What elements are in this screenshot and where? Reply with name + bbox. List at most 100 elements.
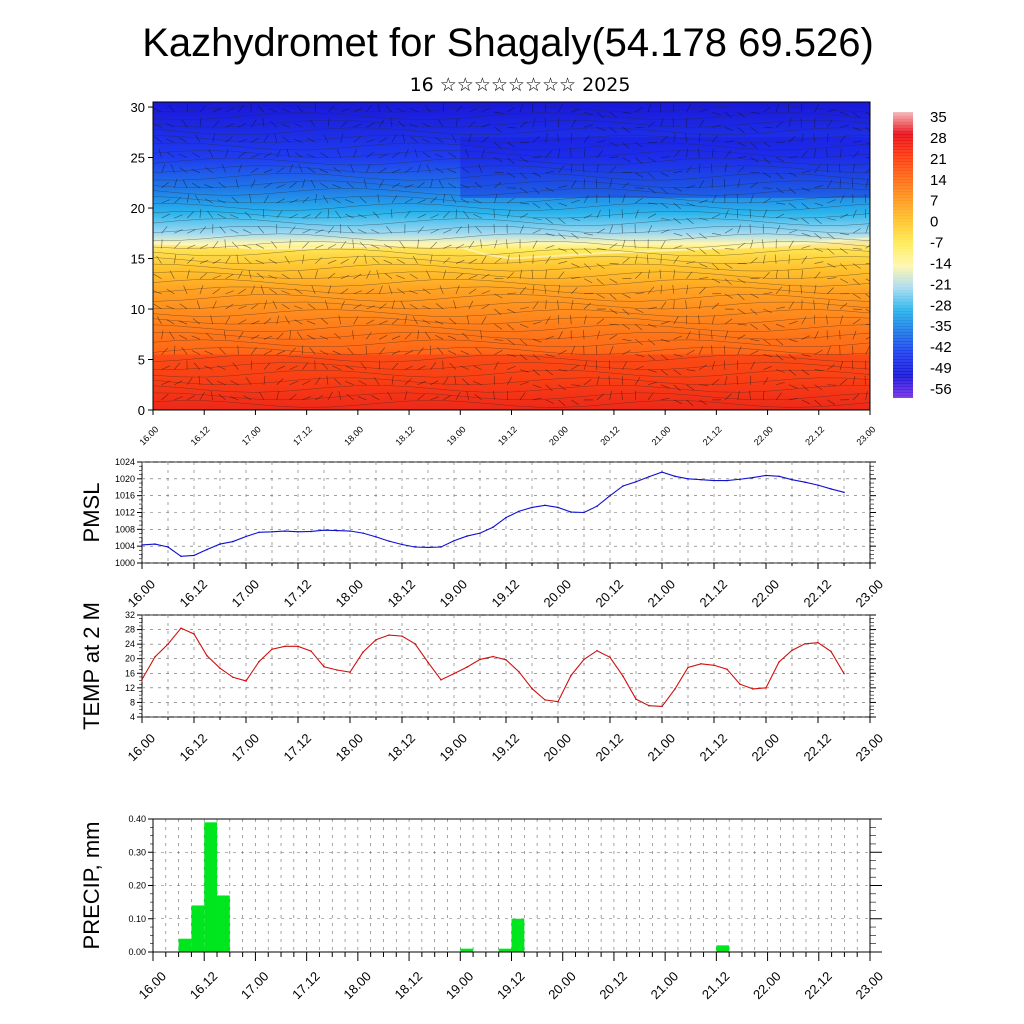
wind-barb bbox=[673, 232, 683, 237]
wind-barb bbox=[378, 179, 384, 188]
wind-barb bbox=[370, 244, 380, 249]
wind-barb bbox=[481, 107, 490, 113]
wind-barb bbox=[314, 269, 318, 279]
wind-barb bbox=[596, 293, 605, 299]
temp-point bbox=[648, 704, 650, 707]
x-tick-label: 16.12 bbox=[189, 424, 212, 447]
wind-barb bbox=[468, 258, 477, 264]
contour-line bbox=[153, 180, 870, 189]
pmsl-point bbox=[726, 479, 728, 482]
wind-barb bbox=[353, 303, 362, 310]
wind-barb bbox=[673, 399, 682, 404]
wind-barb bbox=[263, 300, 268, 310]
wind-barb bbox=[468, 133, 472, 143]
wind-barb bbox=[621, 224, 623, 234]
wind-barb bbox=[161, 226, 168, 234]
wind-barb bbox=[558, 202, 568, 207]
wind-barb bbox=[532, 187, 540, 194]
wind-barb bbox=[223, 330, 226, 340]
wind-barb bbox=[647, 323, 657, 328]
pmsl-point bbox=[739, 478, 741, 481]
wind-barb bbox=[634, 209, 639, 219]
wind-barb bbox=[243, 395, 252, 401]
wind-barb bbox=[366, 104, 373, 113]
wind-barb bbox=[750, 157, 759, 163]
wind-barb bbox=[438, 179, 444, 188]
temp-point bbox=[843, 672, 845, 675]
wind-barb bbox=[199, 392, 205, 401]
wind-barb bbox=[622, 239, 626, 249]
pmsl-point bbox=[518, 510, 520, 513]
wind-barb bbox=[659, 103, 662, 113]
wind-barb bbox=[384, 272, 393, 279]
wind-barb bbox=[417, 226, 424, 234]
precip-bar bbox=[498, 948, 512, 952]
y-tick-label: 1016 bbox=[115, 491, 135, 501]
wind-barb bbox=[827, 345, 831, 355]
wind-barb bbox=[284, 316, 290, 325]
wind-barb bbox=[231, 241, 239, 249]
wind-barb bbox=[545, 232, 555, 236]
wind-barb bbox=[801, 384, 809, 391]
wind-barb bbox=[358, 229, 367, 234]
wind-barb bbox=[353, 136, 361, 143]
wind-barb bbox=[320, 318, 329, 325]
wind-barb bbox=[421, 305, 431, 310]
wind-barb bbox=[260, 285, 265, 294]
pmsl-point bbox=[765, 474, 767, 477]
wind-barb bbox=[596, 163, 599, 173]
wind-barb bbox=[763, 339, 771, 345]
pmsl-point bbox=[492, 526, 494, 529]
wind-barb bbox=[507, 157, 515, 164]
wind-barb bbox=[262, 118, 265, 128]
wind-barb bbox=[302, 380, 311, 386]
pmsl-point bbox=[245, 535, 247, 538]
wind-barb bbox=[417, 347, 424, 355]
wind-barb bbox=[545, 269, 547, 279]
x-tick-label: 18.12 bbox=[393, 424, 416, 447]
wind-barb bbox=[212, 300, 217, 310]
wind-barb bbox=[435, 167, 444, 173]
wind-barb bbox=[161, 330, 164, 340]
wind-barb bbox=[673, 255, 679, 264]
wind-barb bbox=[660, 354, 669, 361]
wind-barb bbox=[473, 213, 482, 219]
wind-barb bbox=[814, 148, 816, 158]
wind-barb bbox=[673, 269, 675, 279]
wind-barb bbox=[430, 380, 439, 386]
wind-barb bbox=[750, 239, 754, 249]
temp-point bbox=[596, 649, 598, 652]
temp-point bbox=[505, 659, 507, 661]
wind-barb bbox=[827, 119, 833, 128]
wind-barb bbox=[192, 318, 201, 325]
wind-barb bbox=[532, 229, 542, 234]
wind-barb bbox=[699, 217, 709, 221]
wind-barb bbox=[391, 300, 395, 310]
pmsl-point bbox=[791, 478, 793, 481]
contour-line bbox=[153, 278, 870, 287]
y-tick-label: 1012 bbox=[115, 508, 135, 518]
wind-barb bbox=[852, 263, 861, 269]
wind-barb bbox=[852, 278, 860, 285]
temp-point bbox=[544, 699, 546, 701]
wind-barb bbox=[391, 183, 400, 189]
temp-point bbox=[388, 634, 390, 636]
y-tick-label: 28 bbox=[125, 625, 135, 635]
wind-barb bbox=[333, 167, 341, 173]
wind-barb bbox=[813, 133, 815, 143]
wind-barb bbox=[699, 119, 705, 128]
wind-barb bbox=[545, 384, 553, 391]
wind-barb bbox=[302, 254, 305, 264]
wind-barb bbox=[165, 305, 175, 310]
wind-barb bbox=[315, 229, 324, 234]
wind-barb bbox=[447, 335, 457, 340]
wind-barb bbox=[763, 323, 771, 331]
wind-barb bbox=[494, 323, 503, 330]
wind-barb bbox=[338, 315, 342, 325]
wind-barb bbox=[391, 362, 399, 370]
wind-barb bbox=[609, 334, 618, 340]
wind-barb bbox=[839, 263, 848, 270]
contour-line bbox=[153, 142, 870, 151]
wind-barb bbox=[186, 269, 190, 279]
wind-barb bbox=[686, 202, 696, 207]
